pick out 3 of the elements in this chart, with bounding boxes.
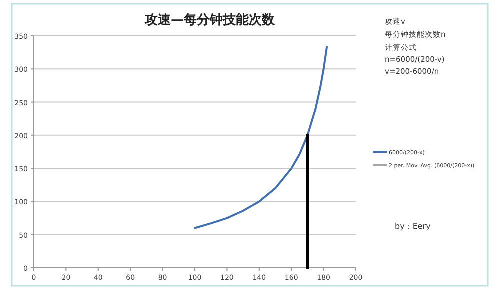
text: by：Eery	[395, 222, 432, 231]
line-series	[194, 46, 328, 230]
chart-title: 攻速—每分钟技能次数	[144, 12, 276, 28]
